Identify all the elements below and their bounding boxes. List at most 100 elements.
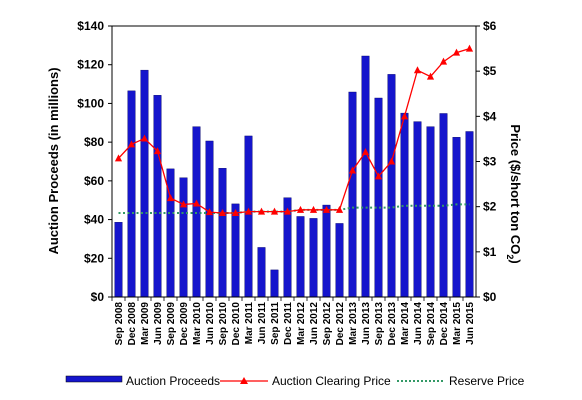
x-tick-label: Jun 2010 (205, 302, 216, 345)
bar-dec-2012 (335, 223, 344, 298)
clearing-price-marker-dec-2010 (231, 208, 240, 216)
x-tick-label: Mar 2013 (348, 302, 359, 345)
y-axis-title: Auction Proceeds (in millions) (46, 67, 61, 254)
x-tick-label: Dec 2012 (335, 302, 346, 346)
y2-axis-title-end: ) (508, 259, 523, 263)
x-tick-label: Sep 2008 (114, 302, 125, 346)
bar-jun-2012 (309, 218, 318, 298)
clearing-price-marker-jun-2012 (309, 205, 318, 213)
y-tick-label: $40 (84, 213, 104, 227)
bar-mar-2009 (140, 69, 149, 298)
clearing-price-marker-sep-2011 (270, 207, 279, 215)
x-tick-label: Sep 2014 (426, 302, 437, 346)
y2-tick-label: $6 (483, 19, 497, 33)
clearing-price-marker-jun-2013 (361, 148, 370, 156)
x-tick-label: Sep 2009 (166, 302, 177, 346)
clearing-price-marker-jun-2015 (465, 44, 474, 52)
clearing-price-marker-dec-2011 (283, 207, 292, 215)
x-tick-label: Jun 2012 (309, 302, 320, 345)
y2-tick-label: $3 (483, 155, 497, 169)
bars-layer (114, 55, 474, 298)
x-tick-label: Jun 2011 (257, 302, 268, 345)
clearing-price-marker-sep-2012 (322, 205, 331, 213)
y-tick-label: $20 (84, 251, 104, 265)
x-tick-label: Jun 2013 (361, 302, 372, 345)
left-axis-ticks: $0 $20 $40 $60 $80 $100 $120 $140 (77, 19, 112, 304)
x-tick-label: Sep 2013 (374, 302, 385, 346)
legend-swatch-proceeds (65, 375, 123, 383)
bar-dec-2013 (387, 74, 396, 298)
x-tick-label: Mar 2014 (400, 302, 411, 345)
clearing-price-marker-mar-2014 (400, 112, 409, 120)
legend-swatch-clearing-price-marker (240, 377, 248, 384)
bar-sep-2011 (270, 269, 279, 298)
bar-dec-2009 (179, 177, 188, 298)
y-tick-label: $140 (77, 19, 104, 33)
x-tick-label: Dec 2013 (387, 302, 398, 346)
bar-jun-2009 (153, 95, 162, 298)
bar-jun-2015 (465, 131, 474, 298)
bar-mar-2010 (192, 126, 201, 298)
bar-jun-2011 (257, 247, 266, 298)
bar-jun-2013 (361, 55, 370, 298)
y-tick-label: $120 (77, 58, 104, 72)
clearing-price-line (118, 47, 470, 214)
bar-dec-2010 (231, 203, 240, 298)
legend-label-reserve-price: Reserve Price (449, 374, 525, 388)
y-tick-label: $80 (84, 135, 104, 149)
x-tick-label: Dec 2014 (439, 302, 450, 346)
x-tick-label: Sep 2012 (322, 302, 333, 346)
y2-tick-label: $1 (483, 245, 497, 259)
x-tick-label: Mar 2015 (452, 302, 463, 345)
x-tick-label: Dec 2011 (283, 302, 294, 345)
clearing-price-marker-dec-2014 (439, 57, 448, 65)
y-tick-label: $60 (84, 174, 104, 188)
bar-dec-2008 (127, 90, 136, 298)
x-tick-label: Dec 2008 (127, 302, 138, 346)
bar-mar-2015 (452, 137, 461, 298)
clearing-price-marker-jun-2011 (257, 207, 266, 215)
bar-mar-2012 (296, 216, 305, 298)
right-axis-ticks: $0 $1 $2 $3 $4 $5 $6 (476, 19, 497, 304)
clearing-price-marker-jun-2010 (205, 208, 214, 216)
x-tick-label: Jun 2009 (153, 302, 164, 345)
clearing-price-marker-mar-2011 (244, 207, 253, 215)
x-tick-label: Sep 2010 (218, 302, 229, 346)
legend-label-clearing-price: Auction Clearing Price (272, 374, 391, 388)
bar-sep-2012 (322, 204, 331, 298)
bar-mar-2011 (244, 135, 253, 298)
clearing-price-line-layer (114, 44, 474, 216)
clearing-price-marker-mar-2009 (140, 134, 149, 142)
x-tick-label: Dec 2010 (231, 302, 242, 346)
clearing-price-marker-dec-2008 (127, 140, 136, 148)
y2-axis-title-main: Price ($/short ton CO (508, 124, 523, 254)
x-tick-label: Mar 2012 (296, 302, 307, 345)
x-tick-label: Jun 2014 (413, 302, 424, 345)
y2-axis-title: Price ($/short ton CO2) (505, 124, 523, 263)
y2-tick-label: $0 (483, 290, 497, 304)
clearing-price-marker-mar-2015 (452, 48, 461, 56)
clearing-price-marker-sep-2010 (218, 208, 227, 216)
clearing-price-marker-sep-2014 (426, 72, 435, 80)
clearing-price-marker-jun-2009 (153, 147, 162, 155)
bar-sep-2014 (426, 126, 435, 298)
clearing-price-marker-jun-2014 (413, 66, 422, 74)
x-tick-label: Mar 2010 (192, 302, 203, 345)
bar-mar-2013 (348, 91, 357, 298)
clearing-price-marker-mar-2010 (192, 199, 201, 207)
bar-sep-2010 (218, 168, 227, 298)
bar-jun-2014 (413, 121, 422, 298)
legend: Auction Proceeds Auction Clearing Price … (65, 374, 525, 388)
x-tick-label: Dec 2009 (179, 302, 190, 346)
clearing-price-marker-sep-2013 (374, 172, 383, 180)
x-tick-label: Mar 2011 (244, 302, 255, 345)
clearing-price-marker-dec-2009 (179, 200, 188, 208)
x-tick-label: Mar 2009 (140, 302, 151, 345)
y2-tick-label: $5 (483, 64, 497, 78)
bar-sep-2008 (114, 222, 123, 298)
y2-tick-label: $2 (483, 200, 497, 214)
y-tick-label: $0 (91, 290, 105, 304)
x-axis-ticks: Sep 2008 Dec 2008 Mar 2009 Jun 2009 Sep 2009… (111, 297, 476, 346)
clearing-price-marker-mar-2012 (296, 205, 305, 213)
